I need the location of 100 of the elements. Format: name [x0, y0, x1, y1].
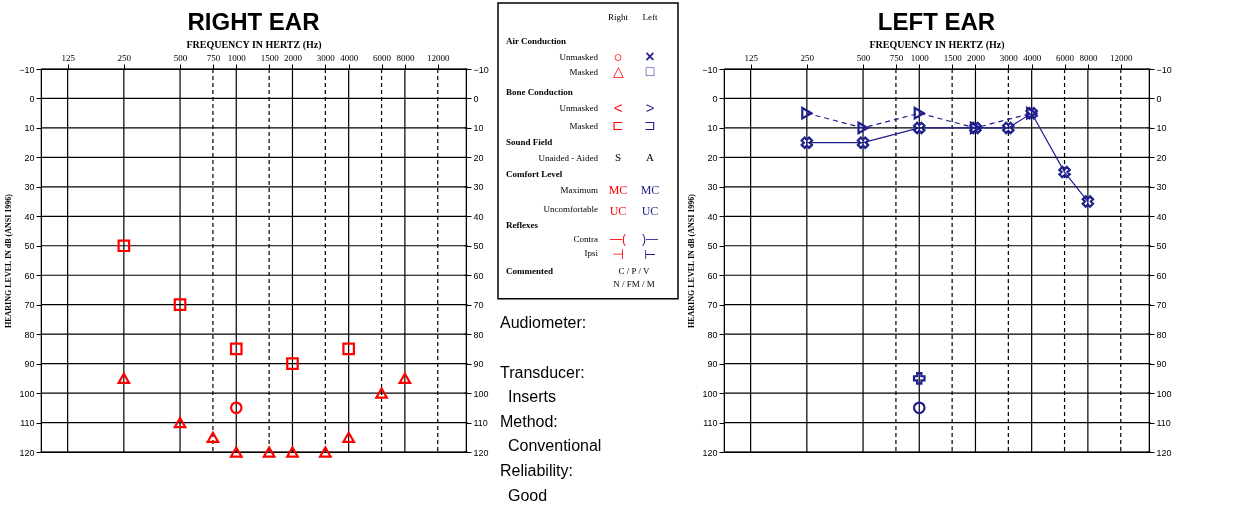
x-tick-label: 500 [173, 52, 188, 63]
chart-title: RIGHT EAR [187, 8, 320, 35]
text: Contra [573, 234, 598, 245]
text: C / P / V [618, 265, 650, 276]
text: ○ [613, 47, 623, 65]
y-tick-label: 70 [707, 300, 718, 311]
y2-tick-label: 40 [1156, 211, 1167, 222]
text: Transducer: [500, 364, 585, 382]
y-tick-label: 20 [24, 152, 35, 163]
y-tick-label: 90 [24, 359, 35, 370]
text: MC [608, 182, 628, 197]
y2-tick-label: 20 [1156, 152, 1167, 163]
x-tick-label: 6000 [1056, 52, 1075, 63]
text: △ [612, 63, 624, 80]
y2-tick-label: 60 [1156, 270, 1167, 281]
x-tick-label: 3000 [316, 52, 336, 63]
chart-title: LEFT EAR [877, 8, 996, 35]
x-axis-title: FREQUENCY IN HERTZ (Hz) [186, 38, 322, 51]
x-tick-label: 2000 [283, 52, 303, 63]
y2-tick-label: 30 [1156, 182, 1167, 193]
y2-tick-label: 120 [473, 447, 489, 458]
y-tick-label: 110 [703, 418, 718, 429]
x-tick-label: 1500 [943, 52, 963, 63]
y-tick-label: 100 [702, 388, 718, 399]
text: ⊏ [612, 117, 624, 134]
text: Masked [569, 67, 599, 78]
y-tick-label: 100 [19, 388, 35, 399]
y2-tick-label: 90 [1156, 359, 1167, 370]
y-tick-label: 120 [19, 447, 35, 458]
x-tick-label: 125 [744, 52, 759, 63]
text: < [613, 99, 623, 117]
y-axis-title: HEARING LEVEL IN dB (ANSI 1996) [687, 193, 697, 329]
y-tick-label: 10 [24, 123, 35, 134]
y2-tick-label: 10 [473, 123, 484, 134]
y-tick-label: 30 [707, 182, 718, 193]
y2-tick-label: 110 [473, 418, 488, 429]
text: Unmasked [559, 103, 599, 114]
text: )— [642, 232, 658, 247]
text: Good [508, 487, 548, 505]
text: N / FM / M [613, 278, 655, 289]
x-tick-label: 4000 [340, 52, 359, 63]
y2-tick-label: 80 [1156, 329, 1167, 340]
text: Reflexes [506, 220, 539, 231]
y-tick-label: 50 [24, 241, 35, 252]
text: Ipsi [584, 248, 599, 258]
y2-tick-label: −10 [1156, 64, 1172, 75]
text: Sound Field [506, 136, 553, 147]
text: > [645, 99, 655, 117]
y-tick-label: 80 [707, 329, 718, 340]
y-tick-label: 40 [24, 211, 35, 222]
x-axis-title: FREQUENCY IN HERTZ (Hz) [869, 38, 1005, 51]
y2-tick-label: 120 [1156, 447, 1172, 458]
y-tick-label: 50 [707, 241, 718, 252]
text: ⊢ [644, 245, 656, 262]
y-tick-label: 20 [707, 152, 718, 163]
y2-tick-label: 110 [1156, 418, 1171, 429]
text: Air Conduction [506, 35, 567, 46]
y-tick-label: 10 [707, 123, 718, 134]
y-tick-label: 60 [24, 270, 35, 281]
x-tick-label: 8000 [1079, 52, 1098, 63]
x-tick-label: 2000 [966, 52, 986, 63]
y2-tick-label: 30 [473, 182, 484, 193]
y2-tick-label: −10 [473, 64, 489, 75]
y-tick-label: 120 [702, 447, 718, 458]
text: Conventional [508, 437, 602, 455]
text: Left [642, 11, 658, 22]
text: □ [645, 63, 655, 80]
y-tick-label: 0 [712, 93, 718, 104]
y2-tick-label: 0 [1156, 93, 1162, 104]
y2-tick-label: 10 [1156, 123, 1167, 134]
x-tick-label: 12000 [427, 52, 451, 63]
text: S [614, 150, 622, 163]
x-tick-label: 6000 [373, 52, 392, 63]
y2-tick-label: 70 [473, 300, 484, 311]
text: ⊐ [644, 117, 656, 134]
x-tick-label: 500 [856, 52, 871, 63]
text: Bone Conduction [506, 87, 573, 98]
y2-tick-label: 40 [473, 211, 484, 222]
y2-tick-label: 60 [473, 270, 484, 281]
text: Maximum [560, 184, 598, 195]
y-tick-label: 70 [24, 300, 35, 311]
text: UC [641, 204, 659, 219]
text: Comfort Level [506, 168, 563, 179]
y-tick-label: 40 [707, 211, 718, 222]
text: A [646, 150, 655, 163]
text: MC [640, 182, 660, 197]
text: Right [607, 11, 629, 22]
x-tick-label: 12000 [1110, 52, 1134, 63]
x-tick-label: 1000 [227, 52, 247, 63]
y-tick-label: 110 [20, 418, 35, 429]
y-tick-label: 80 [24, 329, 35, 340]
y2-tick-label: 50 [1156, 241, 1167, 252]
text: Masked [569, 121, 599, 132]
text: Method: [500, 412, 558, 430]
text: ⊣ [612, 245, 624, 262]
y2-tick-label: 90 [473, 359, 484, 370]
text: Inserts [508, 387, 557, 405]
text: Unmasked [559, 51, 599, 62]
y2-tick-label: 80 [473, 329, 484, 340]
x-tick-label: 1500 [260, 52, 280, 63]
